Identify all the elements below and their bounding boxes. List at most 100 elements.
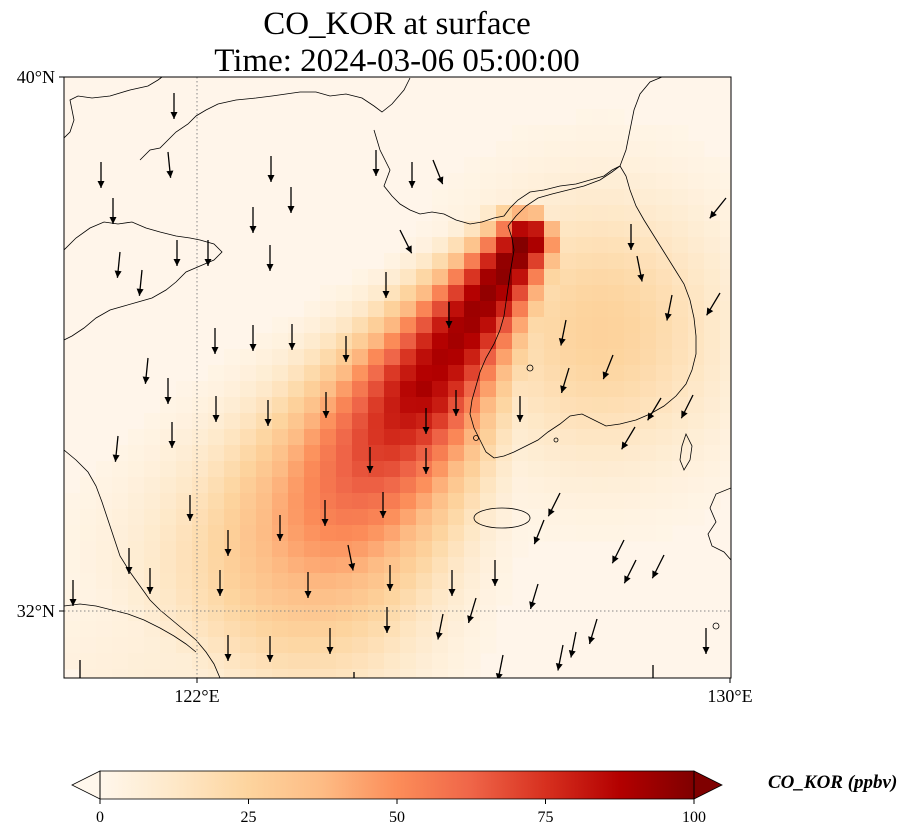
plume-cell: [240, 589, 257, 606]
wind-arrow: [602, 354, 614, 380]
plume-cell: [64, 573, 81, 590]
plume-cell: [144, 509, 161, 526]
plume-cell: [384, 621, 401, 638]
plume-cell: [512, 301, 529, 318]
plume-cell: [720, 157, 731, 174]
plume-cell: [576, 125, 593, 142]
plume-cell: [288, 653, 305, 670]
plume-cell: [304, 557, 321, 574]
plume-cell: [480, 317, 497, 334]
plume-cell: [176, 589, 193, 606]
plume-cell: [160, 669, 177, 678]
plume-cell: [352, 413, 369, 430]
plume-cell: [528, 173, 545, 190]
plume-cell: [336, 621, 353, 638]
plume-cell: [576, 157, 593, 174]
plume-cell: [544, 253, 561, 270]
lat-tick-label-32: 32°N: [17, 601, 55, 621]
plume-cell: [608, 493, 625, 510]
wind-arrow: [287, 187, 295, 213]
plume-cell: [592, 237, 609, 254]
wind-arrow: [709, 197, 727, 219]
plume-cell: [240, 557, 257, 574]
plume-cell: [384, 381, 401, 398]
wind-arrow: [326, 628, 334, 654]
plume-cell: [176, 525, 193, 542]
wind-arrow: [266, 245, 274, 271]
plume-cell: [432, 525, 449, 542]
plume-cell: [656, 349, 673, 366]
plume-cell: [160, 461, 177, 478]
plume-cell: [400, 605, 417, 622]
plume-cell: [720, 381, 731, 398]
wind-arrow: [467, 597, 477, 624]
plume-cell: [112, 637, 129, 654]
plume-cell: [464, 381, 481, 398]
plume-cell: [672, 173, 689, 190]
wind-arrow: [146, 568, 154, 594]
plume-cell: [496, 557, 513, 574]
plume-cell: [560, 221, 577, 238]
plume-cell: [224, 637, 241, 654]
plume-cell: [720, 477, 731, 494]
plume-cell: [496, 509, 513, 526]
plume-cell: [544, 125, 561, 142]
plume-cell: [640, 445, 657, 462]
plume-cell: [128, 429, 145, 446]
wind-arrow: [452, 390, 460, 416]
plume-cell: [112, 525, 129, 542]
plume-cell: [368, 557, 385, 574]
plume-cell: [560, 157, 577, 174]
plume-cell: [512, 445, 529, 462]
plume-cell: [64, 637, 81, 654]
plume-cell: [352, 301, 369, 318]
plume-cell: [128, 621, 145, 638]
wind-arrow: [304, 572, 312, 598]
colorbar-tick-label-25: 25: [241, 809, 257, 826]
plume-cell: [640, 285, 657, 302]
plume-cell: [400, 461, 417, 478]
wind-arrow: [353, 672, 355, 678]
plume-cell: [672, 397, 689, 414]
wind-arrow: [211, 328, 219, 354]
plume-cell: [400, 413, 417, 430]
plume-cell: [336, 429, 353, 446]
plume-cell: [496, 493, 513, 510]
plume-cell: [640, 221, 657, 238]
plume-cell: [544, 269, 561, 286]
plume-cell: [384, 525, 401, 542]
map-frame: [63, 76, 732, 679]
plume-cell: [544, 413, 561, 430]
colorbar-body: [100, 771, 694, 799]
plume-cell: [544, 141, 561, 158]
plume-cell: [176, 429, 193, 446]
plume-cell: [528, 317, 545, 334]
plume-cell: [320, 333, 337, 350]
plume-cell: [560, 413, 577, 430]
plume-cell: [432, 669, 449, 678]
plume-cell: [432, 397, 449, 414]
plume-cell: [352, 669, 369, 678]
plume-cell: [480, 237, 497, 254]
plume-cell: [320, 605, 337, 622]
plume-cell: [560, 365, 577, 382]
plume-cell: [432, 445, 449, 462]
plume-cell: [240, 397, 257, 414]
plume-cell: [544, 301, 561, 318]
plume-cell: [80, 637, 97, 654]
plume-cell: [304, 493, 321, 510]
plume-cell: [416, 397, 433, 414]
plume-cell: [288, 397, 305, 414]
plume-cell: [416, 653, 433, 670]
plume-cell: [464, 445, 481, 462]
plume-cell: [288, 333, 305, 350]
plume-cell: [240, 621, 257, 638]
plume-cell: [448, 541, 465, 558]
plume-cell: [80, 653, 97, 670]
plume-cell: [592, 381, 609, 398]
plume-cell: [560, 445, 577, 462]
plume-cell: [576, 269, 593, 286]
plume-cell: [464, 461, 481, 478]
plume-cell: [384, 557, 401, 574]
plume-cell: [320, 493, 337, 510]
